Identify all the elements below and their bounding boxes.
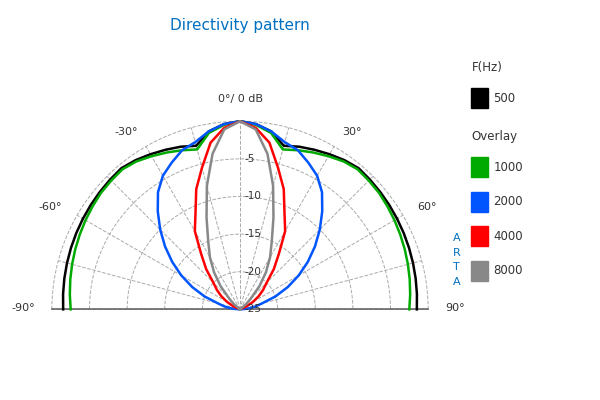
Text: -10: -10	[245, 192, 262, 202]
Text: -20: -20	[245, 267, 262, 277]
Text: 30°: 30°	[343, 127, 362, 137]
Bar	[472, 192, 488, 212]
Text: -15: -15	[245, 229, 262, 239]
Bar	[472, 261, 488, 281]
Text: -25: -25	[245, 304, 262, 314]
Text: 8000: 8000	[493, 264, 523, 277]
Bar	[472, 88, 488, 108]
Text: -90°: -90°	[11, 303, 35, 313]
Text: 60°: 60°	[418, 202, 437, 212]
Text: 500: 500	[493, 92, 515, 104]
Text: Directivity pattern: Directivity pattern	[170, 18, 310, 33]
Text: 2000: 2000	[493, 195, 523, 208]
Bar	[472, 226, 488, 246]
Text: 0°/ 0 dB: 0°/ 0 dB	[218, 94, 263, 104]
Text: Overlay: Overlay	[472, 130, 518, 143]
Text: 1000: 1000	[493, 161, 523, 174]
Text: 90°: 90°	[445, 303, 464, 313]
Text: -30°: -30°	[114, 127, 137, 137]
Text: -60°: -60°	[39, 202, 62, 212]
Text: F(Hz): F(Hz)	[472, 61, 502, 74]
Bar	[472, 157, 488, 177]
Text: 4000: 4000	[493, 230, 523, 243]
Text: A
R
T
A: A R T A	[453, 233, 461, 287]
Text: -5: -5	[245, 154, 255, 164]
